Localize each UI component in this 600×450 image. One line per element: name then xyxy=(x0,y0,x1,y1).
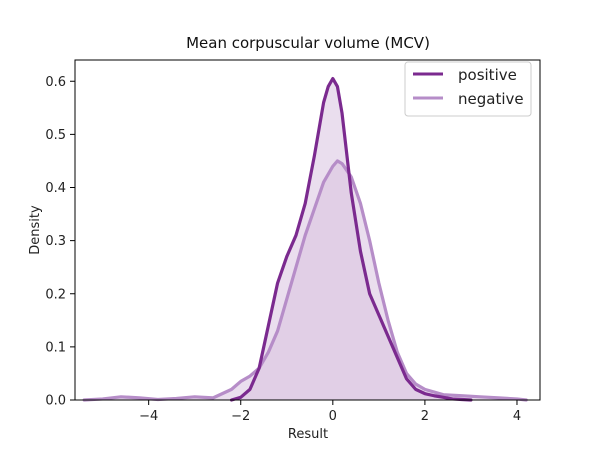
y-tick-label: 0.0 xyxy=(45,394,66,409)
y-axis-label: Density xyxy=(28,205,43,255)
x-tick-label: 0 xyxy=(329,409,337,424)
legend-label-positive: positive xyxy=(458,66,517,84)
y-tick-label: 0.3 xyxy=(45,234,66,249)
y-tick-label: 0.5 xyxy=(45,128,66,143)
area-positive xyxy=(231,78,471,400)
y-tick-label: 0.2 xyxy=(45,287,66,302)
y-tick-label: 0.6 xyxy=(45,75,66,90)
x-tick-label: −4 xyxy=(139,409,158,424)
x-tick-label: 2 xyxy=(421,409,429,424)
x-axis: −4 −2 0 2 4 xyxy=(139,400,521,424)
line-negative xyxy=(82,159,528,402)
x-tick-label: −2 xyxy=(231,409,250,424)
y-tick-label: 0.1 xyxy=(45,340,66,355)
legend-label-negative: negative xyxy=(458,90,524,108)
x-axis-label: Result xyxy=(288,427,328,442)
plot-area xyxy=(82,76,528,402)
y-tick-label: 0.4 xyxy=(45,181,66,196)
legend: positive negative xyxy=(404,61,532,117)
plot-frame xyxy=(74,59,541,401)
y-axis: 0.0 0.1 0.2 0.3 0.4 0.5 0.6 xyxy=(45,75,75,409)
line-positive xyxy=(229,76,473,402)
x-tick-label: 4 xyxy=(513,409,521,424)
chart-title: Mean corpuscular volume (MCV) xyxy=(186,34,430,52)
